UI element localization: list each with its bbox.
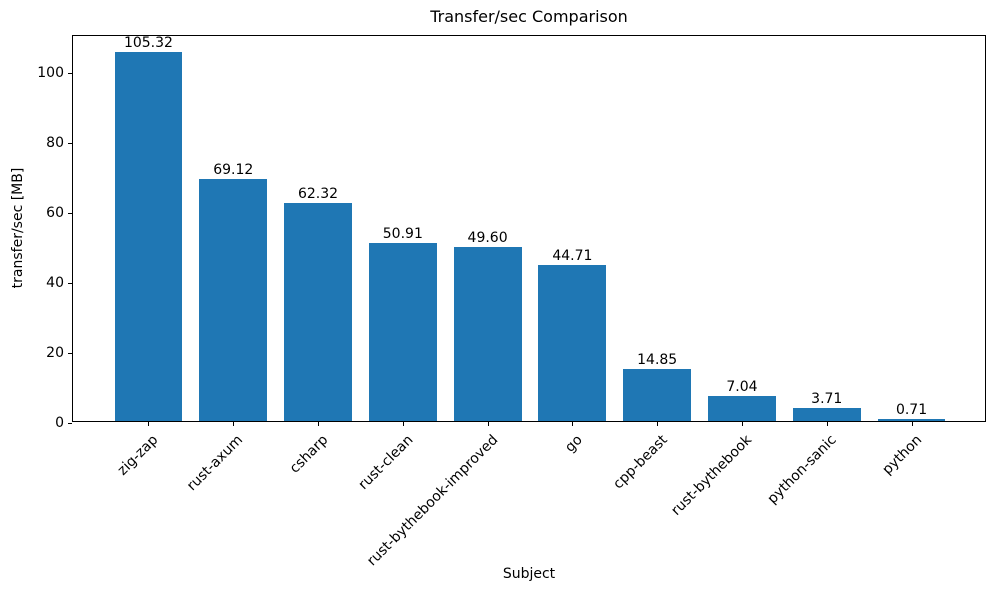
x-tick-mark (911, 422, 913, 426)
x-tick-label: go (562, 432, 586, 456)
bar (453, 247, 522, 421)
y-tick-label: 60 (46, 205, 64, 222)
x-tick-label: rust-bythebook (668, 432, 756, 519)
bar (792, 408, 861, 421)
x-tick-mark (826, 422, 828, 426)
bar (114, 52, 183, 421)
x-tick-mark (148, 422, 150, 426)
bar (368, 242, 437, 421)
bar-value-label: 69.12 (213, 162, 254, 179)
bar-value-label: 105.32 (123, 35, 173, 52)
y-tick-label: 80 (46, 135, 64, 152)
bar (708, 396, 776, 421)
x-tick-label: python-sanic (764, 432, 841, 508)
bar-value-label: 3.71 (811, 391, 843, 408)
x-tick-mark (318, 422, 320, 426)
y-tick-label: 0 (55, 415, 64, 431)
bar-value-label: 14.85 (637, 352, 678, 369)
y-tick-mark (68, 352, 72, 354)
y-tick-mark (68, 142, 72, 144)
x-tick-mark (402, 422, 404, 426)
x-tick-mark (657, 422, 659, 426)
bar (199, 179, 268, 421)
y-axis-label: transfer/sec [MB] (10, 167, 26, 289)
x-tick-label: cpp-beast (610, 432, 671, 493)
x-tick-label: csharp (286, 432, 332, 477)
x-tick-label: python (878, 432, 925, 478)
y-tick-mark (68, 282, 72, 284)
bar-value-label: 62.32 (297, 185, 339, 202)
bar (538, 264, 607, 421)
bar (877, 418, 946, 421)
plot-area: 0 20 40 60 80 100 105.32 zig-zap 69.12 rust-axum 6… (37, 35, 986, 569)
x-tick-mark (572, 422, 574, 426)
x-tick-mark (741, 422, 743, 426)
x-tick-label: rust-axum (184, 432, 247, 495)
y-tick-mark (68, 212, 72, 214)
x-tick-mark (233, 422, 235, 426)
y-tick-label: 20 (46, 345, 64, 361)
bar-value-label: 7.04 (726, 379, 758, 396)
y-tick-mark (68, 422, 72, 424)
bar-value-label: 50.91 (382, 225, 423, 242)
bar (623, 369, 692, 421)
chart-title: Transfer/sec Comparison (430, 7, 628, 26)
bar-value-label: 49.60 (467, 230, 508, 247)
y-tick-label: 100 (37, 65, 64, 82)
bar-value-label: 44.71 (552, 247, 593, 264)
y-tick-label: 40 (46, 275, 64, 292)
y-tick-mark (68, 72, 72, 74)
x-tick-label: rust-clean (355, 432, 417, 493)
bar (284, 202, 352, 421)
x-tick-mark (487, 422, 489, 426)
x-tick-label: zig-zap (115, 432, 162, 479)
bar-value-label: 0.71 (895, 401, 928, 418)
x-axis-label: Subject (502, 566, 556, 582)
